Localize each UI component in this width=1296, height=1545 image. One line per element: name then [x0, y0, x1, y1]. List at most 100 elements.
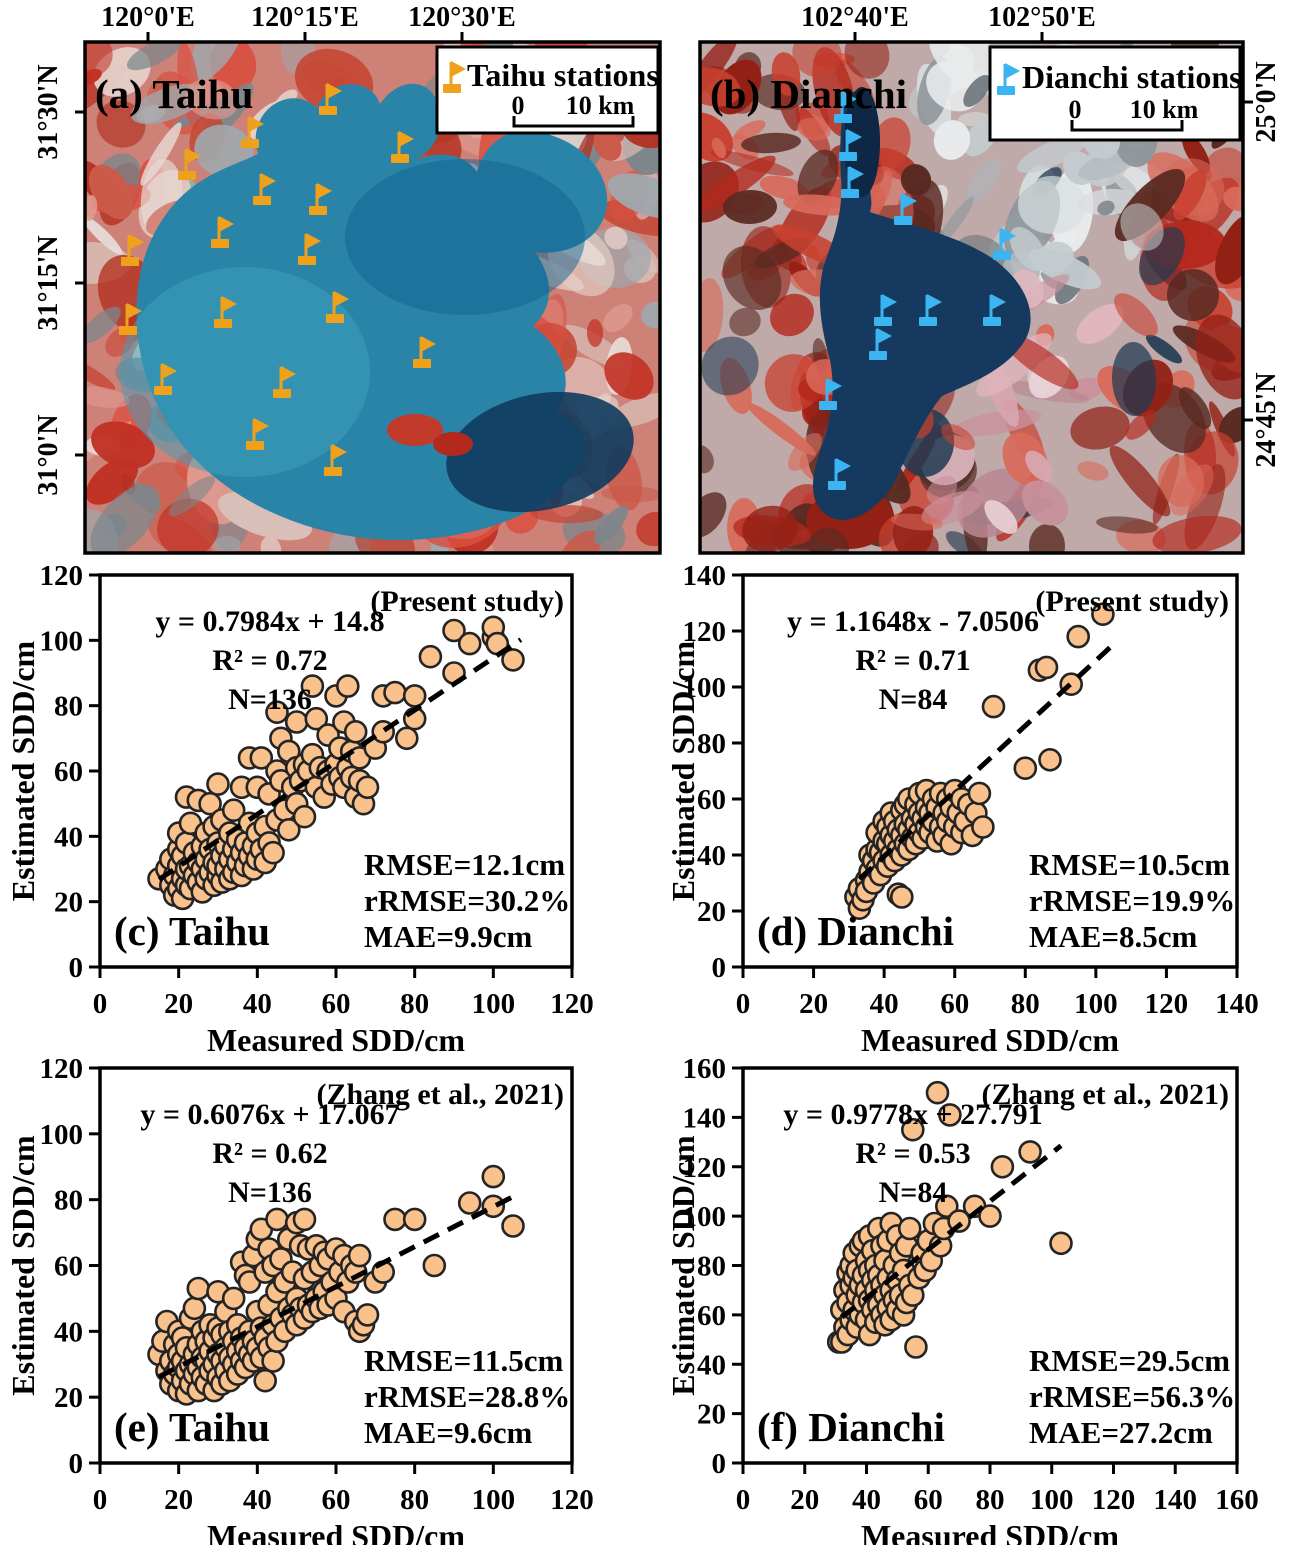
stats-line: MAE=9.6cm [364, 1415, 532, 1450]
y-tick-label: 60 [697, 1300, 726, 1332]
legend-box [988, 45, 1242, 142]
equation-line: N=136 [228, 683, 312, 716]
scatter-point [383, 680, 407, 705]
graticule-labels: 102°40'E 102°50'E 25°0'N 24°45'N [801, 2, 1282, 468]
scale-dist: 10 km [566, 91, 635, 120]
y-tick-label: 120 [683, 1152, 727, 1184]
x-tick-label: 80 [400, 988, 429, 1020]
y-tick-label: 80 [697, 728, 726, 760]
y-tick-label: 80 [54, 1185, 83, 1217]
y-axis-title: Estimated SDD/cm [665, 1135, 701, 1396]
station-flag-icon [391, 131, 414, 163]
scatter-point [1034, 655, 1059, 680]
scatter-point [1049, 1231, 1073, 1256]
equation-line: N=136 [228, 1176, 312, 1209]
dianchi-flag-icon [997, 63, 1020, 95]
scatter-point [1091, 602, 1115, 627]
stats-line: RMSE=10.5cm [1029, 847, 1230, 882]
equation-line: y = 0.9778x + 27.791 [783, 1098, 1042, 1131]
stats-line: MAE=9.9cm [364, 919, 532, 954]
station-flag-icon [253, 173, 276, 205]
x-axis-title: Measured SDD/cm [861, 1022, 1119, 1058]
scatter-point [934, 1194, 959, 1219]
panel-label: (f) Dianchi [757, 1404, 945, 1450]
stats-line: RMSE=11.5cm [364, 1343, 564, 1378]
x-axis-title: Measured SDD/cm [207, 1022, 465, 1058]
scatter-point [422, 1253, 447, 1278]
station-flag-icon [919, 294, 942, 326]
y-tick-label: 60 [54, 1251, 83, 1283]
longitude-label: 120°30'E [408, 2, 516, 33]
y-tick-label: 20 [697, 1399, 726, 1431]
island [387, 414, 443, 446]
y-axis-title: Estimated SDD/cm [5, 1135, 41, 1396]
map-frame [83, 40, 662, 555]
y-tick-label: 100 [40, 625, 84, 657]
x-tick-label: 100 [1030, 1484, 1074, 1516]
chart-e-taihu-zhang: 0 20 40 60 80 100 120 0 20 40 60 80 100 120 (Zhang et … [5, 1053, 594, 1545]
scatter-point [265, 700, 289, 724]
fit-line [857, 645, 1112, 881]
station-flag-icon [993, 228, 1016, 260]
scatter-point [276, 817, 301, 842]
scatter-point [383, 1207, 407, 1232]
longitude-label: 102°50'E [988, 2, 1096, 33]
x-tick-label: 0 [93, 1484, 108, 1516]
scatter-point [481, 1194, 506, 1219]
y-tick-label: 100 [683, 672, 727, 704]
y-tick-label: 100 [40, 1119, 84, 1151]
station-flag-icon [246, 418, 269, 450]
panel-label: (c) Taihu [114, 908, 270, 954]
panel-label: (d) Dianchi [757, 908, 954, 954]
scatter-point [501, 648, 525, 672]
plot-frame [98, 1066, 574, 1465]
station-flag-icon [241, 116, 264, 148]
scatter-point [265, 1207, 289, 1232]
plot-frame [741, 573, 1239, 969]
station-flag-icon [413, 336, 436, 368]
scatter-point [292, 1207, 317, 1232]
scatter-point [221, 1286, 246, 1311]
attribution-label: (Zhang et al., 2021) [982, 1078, 1230, 1111]
y-tick-label: 160 [683, 1053, 727, 1085]
stats-line: RMSE=12.1cm [364, 847, 565, 882]
latitude-label: 31°0'N [33, 414, 64, 495]
stats-line: MAE=8.5cm [1029, 919, 1197, 954]
station-flag-icon [154, 363, 177, 395]
station-flag-icon [997, 63, 1020, 95]
y-tick-label: 60 [697, 784, 726, 816]
chart-c-taihu-present: 0 20 40 60 80 100 120 0 20 40 60 80 100 120 (Present s… [5, 560, 594, 1058]
scatter-point [221, 798, 246, 822]
station-flag-icon [273, 366, 296, 398]
x-tick-label: 60 [322, 988, 351, 1020]
lake-light-patch [120, 267, 370, 477]
x-tick-label: 100 [1074, 988, 1118, 1020]
equation-line: R² = 0.53 [855, 1137, 970, 1170]
station-flag-icon [443, 61, 466, 93]
x-tick-label: 20 [164, 1484, 193, 1516]
dianchi-lake-shape [813, 91, 1031, 520]
x-axis-title: Measured SDD/cm [207, 1518, 465, 1545]
y-tick-label: 120 [40, 1053, 84, 1085]
x-axis-title: Measured SDD/cm [861, 1518, 1119, 1545]
scale-bar [1070, 120, 1184, 132]
scatter-panel-c: 0 20 40 60 80 100 120 0 20 40 60 80 100 120 (Present s… [0, 560, 648, 1060]
station-flag-icon [309, 183, 332, 215]
map-title: (b) Dianchi [710, 71, 907, 117]
scatter-point [402, 684, 427, 708]
latitude-label: 25°0'N [1251, 61, 1282, 142]
scatter-point [904, 1335, 928, 1359]
scatter-point [186, 1276, 211, 1301]
y-axis-title: Estimated SDD/cm [665, 640, 701, 901]
latitude-label: 31°15'N [33, 235, 64, 330]
latitude-label: 31°30'N [33, 64, 64, 159]
y-tick-label: 40 [697, 840, 726, 872]
y-tick-label: 20 [54, 1382, 83, 1414]
x-tick-label: 40 [243, 1484, 272, 1516]
longitude-label: 120°0'E [101, 2, 195, 33]
scatter-point [990, 1155, 1015, 1179]
y-tick-label: 120 [683, 616, 727, 648]
x-tick-label: 120 [1145, 988, 1189, 1020]
plot-frame [98, 573, 574, 969]
x-tick-label: 0 [736, 1484, 751, 1516]
